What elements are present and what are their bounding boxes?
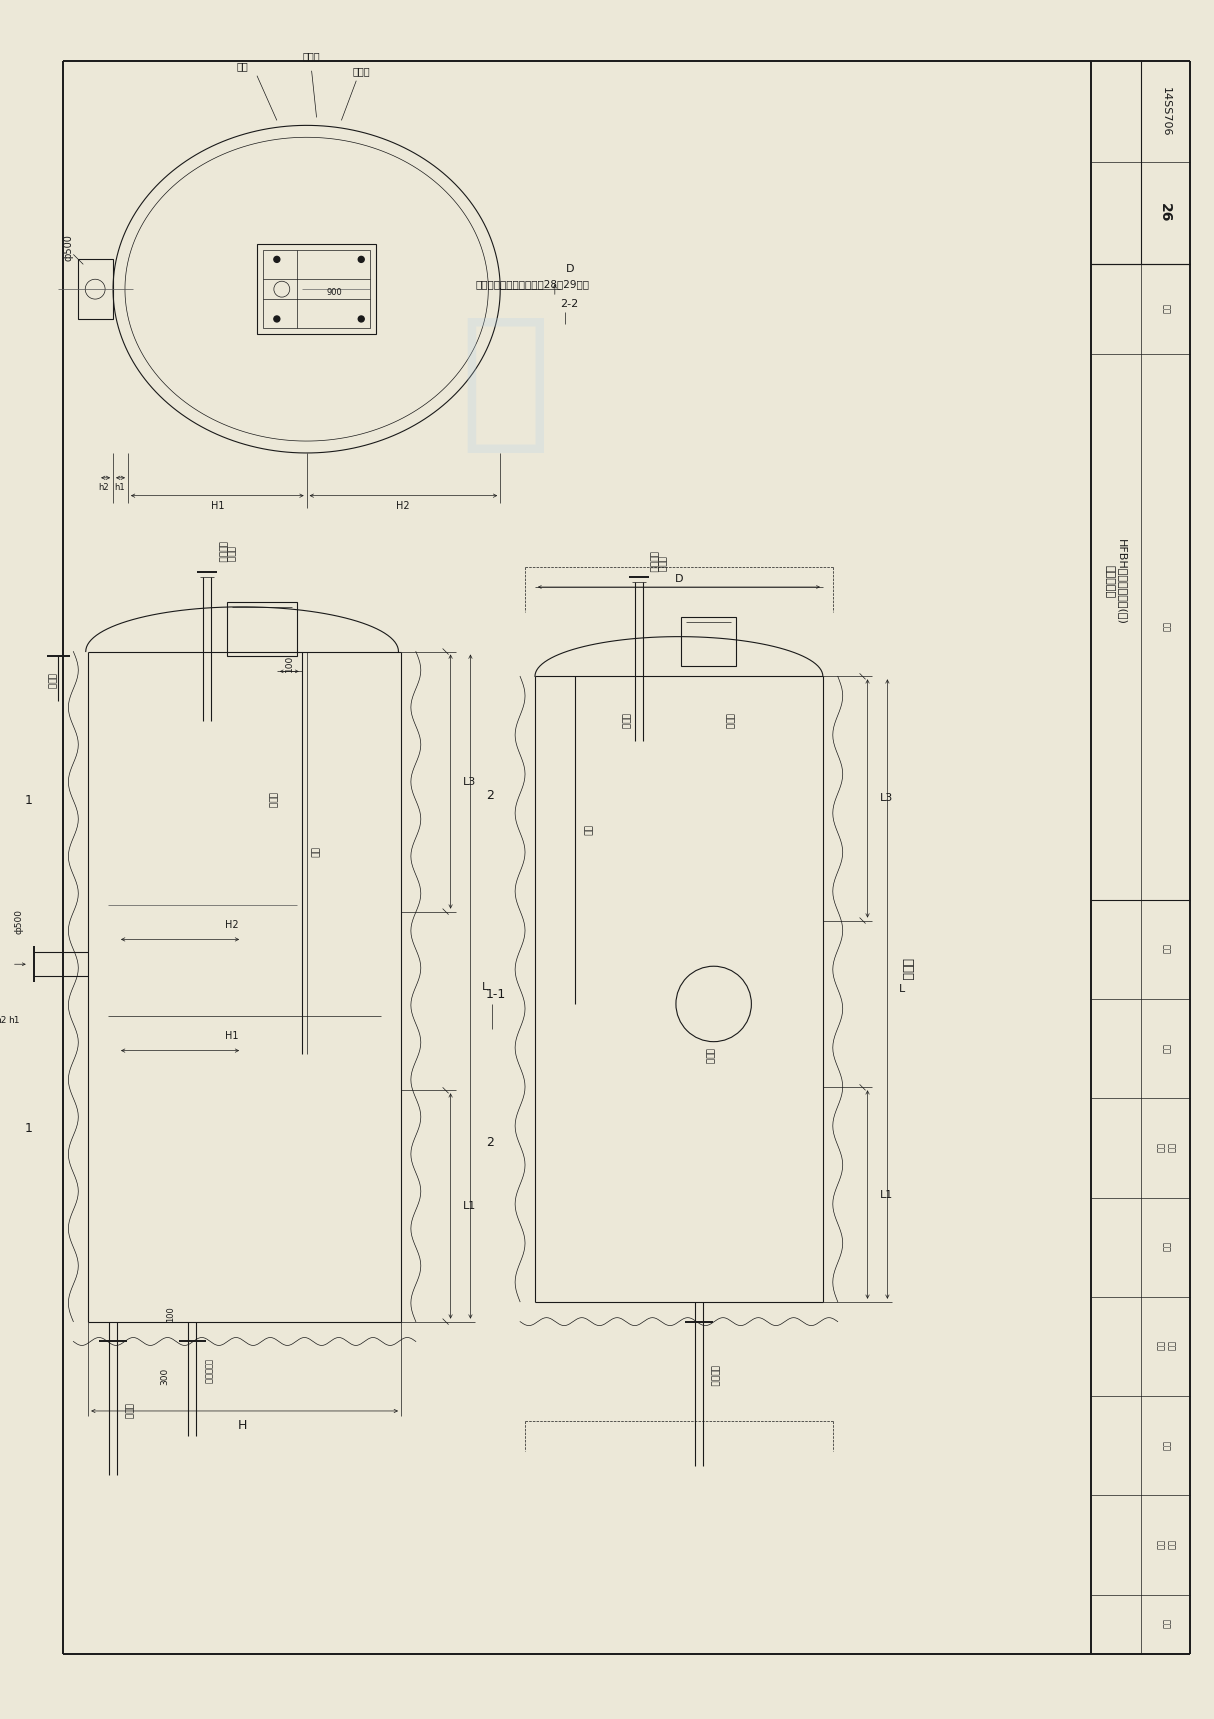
Circle shape bbox=[274, 256, 280, 263]
Text: 清掏孔: 清掏孔 bbox=[704, 1047, 713, 1064]
Text: h1: h1 bbox=[114, 483, 125, 492]
Text: 隔板: 隔板 bbox=[237, 60, 248, 70]
Text: 专业
负责: 专业 负责 bbox=[1156, 1540, 1175, 1551]
Text: 设计: 设计 bbox=[1161, 1043, 1170, 1054]
Text: 14SS706: 14SS706 bbox=[1161, 86, 1170, 136]
Text: 2: 2 bbox=[487, 1136, 494, 1150]
Text: 300: 300 bbox=[160, 1368, 169, 1386]
Text: 1: 1 bbox=[24, 1121, 33, 1135]
Text: D: D bbox=[675, 574, 683, 584]
Text: 检修门: 检修门 bbox=[620, 713, 629, 729]
Circle shape bbox=[274, 316, 280, 321]
Text: H2: H2 bbox=[396, 500, 410, 511]
Text: 通气孔: 通气孔 bbox=[124, 1403, 132, 1418]
Bar bbox=[227, 602, 296, 657]
Text: D: D bbox=[566, 265, 574, 275]
Text: 900: 900 bbox=[327, 287, 342, 297]
Text: 水管装置: 水管装置 bbox=[709, 1365, 719, 1387]
Text: 导流管水: 导流管水 bbox=[648, 550, 658, 572]
Text: ф500: ф500 bbox=[15, 909, 23, 935]
Text: 会签: 会签 bbox=[1161, 1619, 1170, 1630]
Text: h2: h2 bbox=[0, 1016, 6, 1025]
Text: 防溅水装置: 防溅水装置 bbox=[203, 1358, 212, 1384]
Text: 对水口: 对水口 bbox=[724, 713, 733, 729]
Text: 审查: 审查 bbox=[1161, 1243, 1170, 1251]
Text: L1: L1 bbox=[879, 1190, 892, 1200]
Text: L3: L3 bbox=[463, 777, 476, 787]
Text: 1-1: 1-1 bbox=[486, 987, 505, 1000]
Text: 图别: 图别 bbox=[1161, 304, 1170, 315]
Text: 100: 100 bbox=[285, 655, 294, 672]
Text: L1: L1 bbox=[463, 1202, 476, 1210]
Text: 批准: 批准 bbox=[1161, 1441, 1170, 1451]
Text: 2-2: 2-2 bbox=[561, 299, 579, 309]
Text: 通气孔: 通气孔 bbox=[46, 674, 55, 689]
Text: 校对: 校对 bbox=[1161, 944, 1170, 954]
Text: 隔板: 隔板 bbox=[582, 825, 591, 835]
Circle shape bbox=[358, 256, 364, 263]
Text: H1: H1 bbox=[226, 1031, 239, 1040]
Text: 国: 国 bbox=[459, 309, 551, 457]
Text: ф500: ф500 bbox=[63, 234, 73, 261]
Text: HFBH型双格化粪池(罐)
平、剖面图: HFBH型双格化粪池(罐) 平、剖面图 bbox=[1105, 540, 1127, 626]
Text: L3: L3 bbox=[879, 794, 892, 803]
Circle shape bbox=[358, 316, 364, 321]
Bar bbox=[79, 260, 113, 320]
Bar bbox=[257, 244, 376, 333]
Text: 26: 26 bbox=[1158, 203, 1173, 222]
Text: 2: 2 bbox=[487, 789, 494, 803]
Text: 注：各尺寸详见本图集第28、29页。: 注：各尺寸详见本图集第28、29页。 bbox=[476, 278, 590, 289]
Text: H1: H1 bbox=[210, 500, 225, 511]
Text: 导流管水: 导流管水 bbox=[217, 541, 226, 562]
Text: 设计
负责: 设计 负责 bbox=[1156, 1143, 1175, 1153]
Text: 1: 1 bbox=[24, 794, 33, 806]
Text: 审核
对照: 审核 对照 bbox=[1156, 1341, 1175, 1351]
Text: 系名: 系名 bbox=[1161, 622, 1170, 631]
Text: 检修门: 检修门 bbox=[302, 52, 320, 60]
Text: 过水口: 过水口 bbox=[225, 547, 234, 562]
Text: 出水口: 出水口 bbox=[657, 555, 665, 572]
Text: h1: h1 bbox=[8, 1016, 19, 1025]
Text: L: L bbox=[482, 982, 488, 992]
Text: 平面图: 平面图 bbox=[901, 957, 914, 980]
Text: L: L bbox=[900, 983, 906, 994]
Text: 过水口: 过水口 bbox=[267, 792, 277, 808]
Text: h2: h2 bbox=[98, 483, 108, 492]
Text: H2: H2 bbox=[226, 920, 239, 930]
Bar bbox=[263, 251, 370, 328]
Text: 100: 100 bbox=[166, 1306, 175, 1322]
Text: 隔板: 隔板 bbox=[310, 847, 318, 858]
Text: H: H bbox=[238, 1420, 246, 1432]
Bar bbox=[681, 617, 736, 667]
Text: 过水口: 过水口 bbox=[352, 65, 370, 76]
